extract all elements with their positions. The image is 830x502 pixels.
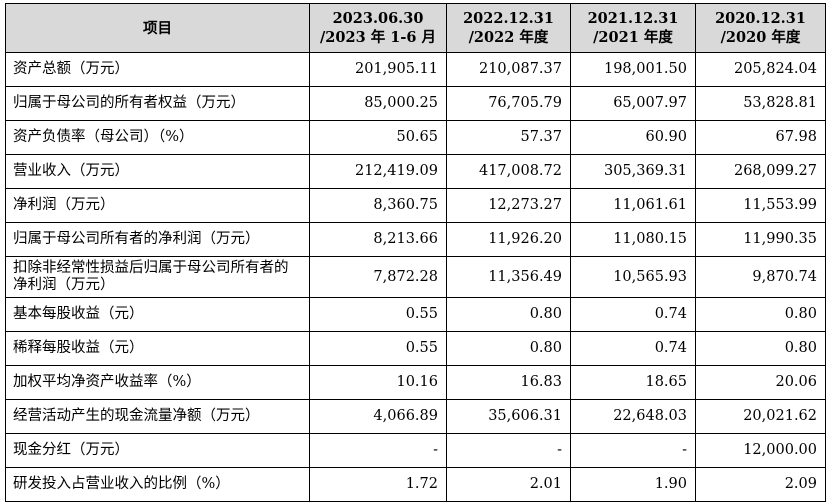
cell-value: 67.98 — [695, 120, 826, 155]
table-row: 扣除非经常性损益后归属于母公司所有者的净利润（万元） 7,872.28 11,3… — [5, 256, 826, 298]
cell-value: 8,360.75 — [309, 188, 447, 223]
cell-value: 1.90 — [570, 467, 696, 502]
cell-value: 11,356.49 — [446, 256, 571, 298]
cell-value: - — [570, 433, 696, 468]
cell-value: 60.90 — [570, 120, 696, 155]
table-row: 资产总额（万元） 201,905.11 210,087.37 198,001.5… — [5, 52, 826, 87]
cell-value: 12,000.00 — [695, 433, 826, 468]
table-row: 资产负债率（母公司）（%） 50.65 57.37 60.90 67.98 — [5, 120, 826, 155]
cell-value: 11,990.35 — [695, 222, 826, 257]
cell-value: 22,648.03 — [570, 399, 696, 434]
cell-value: 11,926.20 — [446, 222, 571, 257]
cell-value: 35,606.31 — [446, 399, 571, 434]
cell-value: 0.55 — [309, 297, 447, 332]
header-item: 项目 — [5, 3, 310, 53]
header-period-date: 2022.12.31 — [463, 10, 554, 27]
cell-value: 18.65 — [570, 365, 696, 400]
cell-value: 212,419.09 — [309, 154, 447, 189]
cell-value: 0.80 — [695, 297, 826, 332]
header-period-date: 2020.12.31 — [715, 10, 806, 27]
cell-value: 0.80 — [446, 297, 571, 332]
table-row: 现金分红（万元） - - - 12,000.00 — [5, 433, 826, 468]
cell-value: 16.83 — [446, 365, 571, 400]
cell-value: 10.16 — [309, 365, 447, 400]
row-label: 营业收入（万元） — [5, 154, 310, 189]
cell-value: 11,553.99 — [695, 188, 826, 223]
table-row: 加权平均净资产收益率（%） 10.16 16.83 18.65 20.06 — [5, 365, 826, 400]
table-row: 经营活动产生的现金流量净额（万元） 4,066.89 35,606.31 22,… — [5, 399, 826, 434]
cell-value: 0.74 — [570, 331, 696, 366]
cell-value: 85,000.25 — [309, 86, 447, 121]
row-label: 资产负债率（母公司）（%） — [5, 120, 310, 155]
row-label: 稀释每股收益（元） — [5, 331, 310, 366]
header-period-range: /2023 年 1-6 月 — [320, 29, 436, 46]
cell-value: 2.01 — [446, 467, 571, 502]
table-row: 净利润（万元） 8,360.75 12,273.27 11,061.61 11,… — [5, 188, 826, 223]
cell-value: 198,001.50 — [570, 52, 696, 87]
row-label: 资产总额（万元） — [5, 52, 310, 87]
header-period-2: 2022.12.31/2022 年度 — [446, 3, 571, 53]
row-label: 净利润（万元） — [5, 188, 310, 223]
header-period-4: 2020.12.31/2020 年度 — [695, 3, 826, 53]
cell-value: 0.55 — [309, 331, 447, 366]
row-label: 基本每股收益（元） — [5, 297, 310, 332]
cell-value: 11,061.61 — [570, 188, 696, 223]
table-row: 归属于母公司所有者的净利润（万元） 8,213.66 11,926.20 11,… — [5, 222, 826, 257]
table-row: 基本每股收益（元） 0.55 0.80 0.74 0.80 — [5, 297, 826, 332]
cell-value: 4,066.89 — [309, 399, 447, 434]
row-label: 经营活动产生的现金流量净额（万元） — [5, 399, 310, 434]
cell-value: 53,828.81 — [695, 86, 826, 121]
cell-value: 8,213.66 — [309, 222, 447, 257]
cell-value: 417,008.72 — [446, 154, 571, 189]
header-period-3: 2021.12.31/2021 年度 — [570, 3, 696, 53]
header-period-date: 2021.12.31 — [587, 10, 679, 27]
cell-value: 0.74 — [570, 297, 696, 332]
row-label: 扣除非经常性损益后归属于母公司所有者的净利润（万元） — [5, 256, 310, 298]
table-row: 营业收入（万元） 212,419.09 417,008.72 305,369.3… — [5, 154, 826, 189]
cell-value: 0.80 — [695, 331, 826, 366]
cell-value: 2.09 — [695, 467, 826, 502]
cell-value: 11,080.15 — [570, 222, 696, 257]
row-label: 研发投入占营业收入的比例（%） — [5, 467, 310, 502]
cell-value: 205,824.04 — [695, 52, 826, 87]
row-label: 加权平均净资产收益率（%） — [5, 365, 310, 400]
table-row: 研发投入占营业收入的比例（%） 1.72 2.01 1.90 2.09 — [5, 467, 826, 502]
table-row: 稀释每股收益（元） 0.55 0.80 0.74 0.80 — [5, 331, 826, 366]
header-period-range: /2020 年度 — [720, 29, 801, 46]
table-header-row: 项目 2023.06.30/2023 年 1-6 月 2022.12.31/20… — [5, 3, 826, 53]
row-label: 归属于母公司的所有者权益（万元） — [5, 86, 310, 121]
financial-indicators-table: 项目 2023.06.30/2023 年 1-6 月 2022.12.31/20… — [5, 3, 826, 502]
cell-value: 76,705.79 — [446, 86, 571, 121]
cell-value: 1.72 — [309, 467, 447, 502]
cell-value: 20,021.62 — [695, 399, 826, 434]
header-period-range: /2022 年度 — [468, 29, 549, 46]
row-label: 归属于母公司所有者的净利润（万元） — [5, 222, 310, 257]
cell-value: 10,565.93 — [570, 256, 696, 298]
cell-value: - — [446, 433, 571, 468]
cell-value: 57.37 — [446, 120, 571, 155]
cell-value: 12,273.27 — [446, 188, 571, 223]
cell-value: 268,099.27 — [695, 154, 826, 189]
cell-value: 50.65 — [309, 120, 447, 155]
table-row: 归属于母公司的所有者权益（万元） 85,000.25 76,705.79 65,… — [5, 86, 826, 121]
cell-value: 305,369.31 — [570, 154, 696, 189]
row-label: 现金分红（万元） — [5, 433, 310, 468]
cell-value: 7,872.28 — [309, 256, 447, 298]
header-period-1: 2023.06.30/2023 年 1-6 月 — [309, 3, 447, 53]
cell-value: 210,087.37 — [446, 52, 571, 87]
cell-value: 20.06 — [695, 365, 826, 400]
cell-value: 201,905.11 — [309, 52, 447, 87]
cell-value: 65,007.97 — [570, 86, 696, 121]
cell-value: 0.80 — [446, 331, 571, 366]
header-period-date: 2023.06.30 — [332, 10, 424, 27]
header-period-range: /2021 年度 — [593, 29, 673, 46]
cell-value: 9,870.74 — [695, 256, 826, 298]
cell-value: - — [309, 433, 447, 468]
